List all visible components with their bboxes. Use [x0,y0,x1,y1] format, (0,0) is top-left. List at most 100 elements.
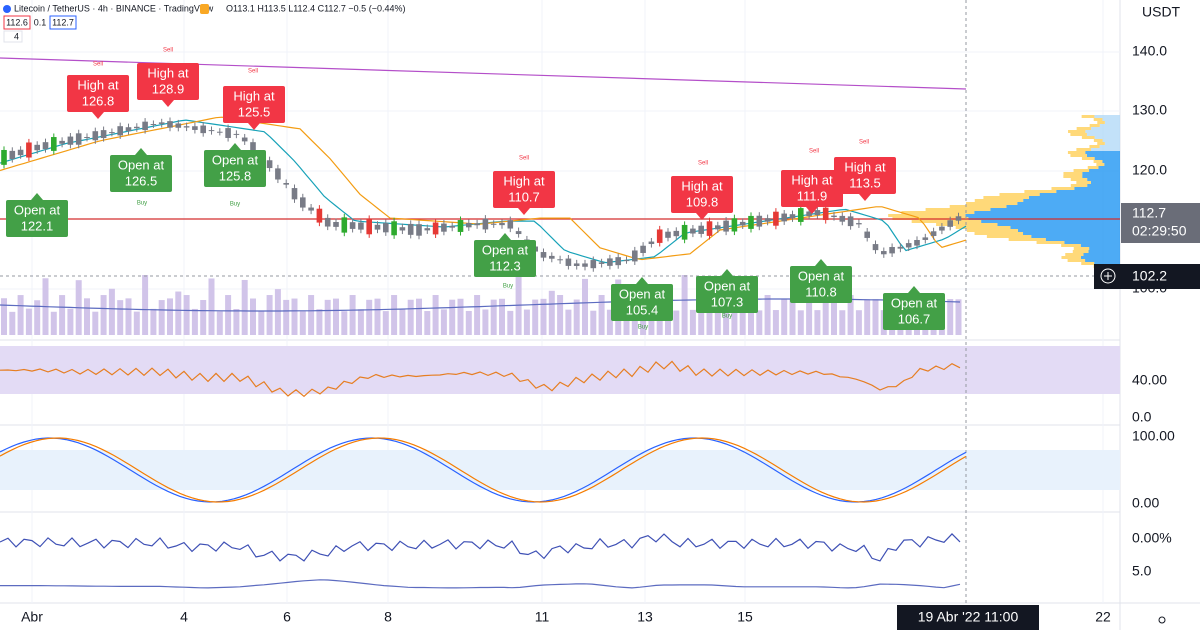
volume-bar [108,288,115,335]
callout-value: 112.3 [489,258,521,273]
indicator-count[interactable]: 4 [14,31,19,41]
profile-bar [1067,151,1086,154]
profile-bar [955,226,1011,229]
profile-bar [1094,262,1120,265]
pane-label: 0.00 [1132,495,1159,511]
flag [200,4,209,14]
signal-label: Buy [230,202,240,208]
profile-bar [1074,187,1120,190]
profile-bar [1036,241,1065,244]
profile-bar [1085,130,1120,133]
callout-arrow [229,143,241,150]
time-label: Abr [21,609,43,625]
volume-bar [590,310,597,335]
indicator-toggle[interactable] [3,30,23,43]
profile-bar [1089,247,1120,250]
volume-bar [34,300,41,335]
candle-body [582,263,588,267]
crosshair-time: 19 Abr '22 11:00 [918,609,1019,625]
candle-body [864,231,870,238]
callout-value: 125.8 [219,168,252,183]
callout-arrow [31,193,43,200]
candle-body [499,222,505,226]
candle-body [51,137,57,151]
candle-body [607,258,613,266]
profile-bar [1081,136,1095,139]
profile-bar [965,214,1120,217]
profile-bar [1091,127,1120,130]
profile-bar [1093,160,1103,163]
profile-bar [1081,115,1095,118]
currency[interactable]: USDT [1142,4,1181,20]
candle-body [441,223,447,232]
signal-label: Buy [722,314,732,320]
volume-bar [200,300,207,335]
candle-body [490,223,497,225]
profile-bar [1028,196,1120,199]
settings[interactable] [1158,616,1166,624]
pane-label: 40.00 [1132,372,1167,388]
callout-arrow [806,207,818,214]
candle-body [424,228,431,231]
volume-bar [416,298,422,335]
callout-label: High at [233,88,275,103]
profile-bar [1087,178,1120,181]
callout-value: 128.9 [152,81,185,96]
volume-bar [92,311,99,335]
volume-bar [283,299,290,335]
candle-body [474,223,480,226]
profile-bar [1076,127,1092,130]
candle-body [109,132,115,134]
pane-label: 5.0 [1132,563,1152,579]
pane-label: 100.00 [1132,428,1175,444]
profile-bar [1094,115,1120,118]
volume-bar [499,298,505,335]
candle-body [897,246,904,249]
volume-bar [208,278,215,335]
candle-body [208,130,215,132]
add-button[interactable] [1100,268,1116,284]
profile-bar [925,208,991,211]
volume-bar [324,299,331,335]
profile-bar [1006,205,1120,208]
callout-label: Open at [14,202,61,217]
profile-bar [974,232,1024,235]
profile-bar [1096,163,1105,166]
profile-bar [1099,124,1120,127]
time-label: 8 [384,609,392,625]
profile-bar [1076,148,1091,151]
profile-bar [1102,160,1120,163]
volume-bar [739,299,746,335]
callout-box [696,276,758,313]
candle-body [889,247,895,254]
candle-body [383,223,389,233]
profile-bar [990,208,1120,211]
callout-box [223,86,285,123]
candle-body [598,262,605,264]
add-icon[interactable] [1104,272,1112,280]
candle-body [92,131,99,141]
volume-bar [391,295,398,335]
volume-bar [191,308,198,335]
profile-bar [1102,118,1120,121]
profile-bar [1104,142,1120,145]
candle-body [640,245,646,253]
candle-body [117,126,123,136]
volume-bar [349,295,356,335]
candle-body [681,224,688,240]
profile-bar [999,193,1040,196]
volume-bar [158,300,165,335]
candle-body [549,255,555,259]
candle-body [167,121,173,128]
volume-bar [167,298,173,335]
candle-body [324,217,331,227]
symbol-icon [3,5,11,13]
price-label: 130.0 [1132,102,1167,118]
profile-bar [974,199,1024,202]
volume-bar [274,289,281,335]
candle-body [557,259,563,261]
profile-bar [966,229,1018,232]
profile-bar [1051,187,1075,190]
callout-label: Open at [704,278,751,293]
volume-bar [399,309,406,335]
